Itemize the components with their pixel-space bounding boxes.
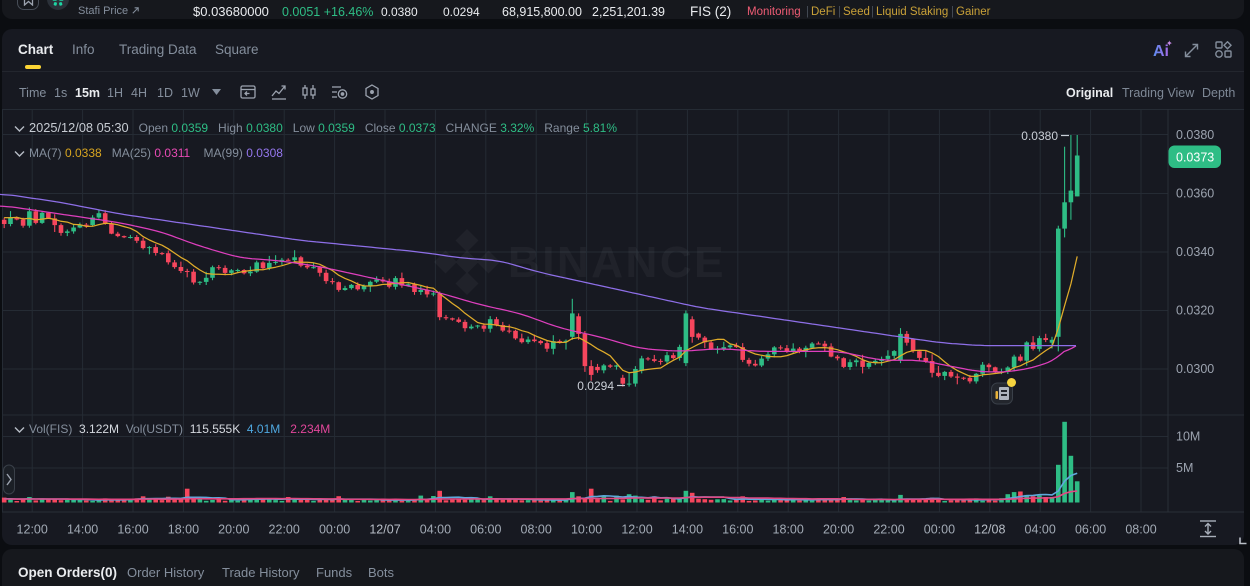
svg-text:12:00: 12:00 (621, 523, 652, 537)
svg-text:14:00: 14:00 (67, 523, 98, 537)
svg-text:18:00: 18:00 (773, 523, 804, 537)
svg-text:08:00: 08:00 (521, 523, 552, 537)
svg-text:16:00: 16:00 (722, 523, 753, 537)
svg-text:12/07: 12/07 (369, 523, 400, 537)
svg-text:04:00: 04:00 (1025, 523, 1056, 537)
svg-text:0.0320: 0.0320 (1176, 304, 1214, 318)
svg-text:00:00: 00:00 (319, 523, 350, 537)
svg-text:20:00: 20:00 (218, 523, 249, 537)
svg-text:0.0300: 0.0300 (1176, 362, 1214, 376)
svg-text:0.0380: 0.0380 (1176, 128, 1214, 142)
svg-text:5M: 5M (1176, 461, 1193, 475)
svg-text:16:00: 16:00 (117, 523, 148, 537)
svg-text:06:00: 06:00 (470, 523, 501, 537)
svg-text:00:00: 00:00 (924, 523, 955, 537)
svg-text:0.0340: 0.0340 (1176, 245, 1214, 259)
svg-text:18:00: 18:00 (168, 523, 199, 537)
svg-text:04:00: 04:00 (420, 523, 451, 537)
svg-text:08:00: 08:00 (1125, 523, 1156, 537)
svg-text:10:00: 10:00 (571, 523, 602, 537)
svg-text:12:00: 12:00 (17, 523, 48, 537)
svg-text:BINANCE: BINANCE (508, 238, 726, 287)
svg-text:0.0373: 0.0373 (1176, 151, 1214, 165)
svg-text:0.0380: 0.0380 (1021, 129, 1058, 143)
svg-text:0.0360: 0.0360 (1176, 187, 1214, 201)
svg-text:0.0294: 0.0294 (577, 379, 614, 393)
svg-text:14:00: 14:00 (672, 523, 703, 537)
svg-text:06:00: 06:00 (1075, 523, 1106, 537)
svg-text:12/08: 12/08 (974, 523, 1005, 537)
svg-text:22:00: 22:00 (873, 523, 904, 537)
svg-text:20:00: 20:00 (823, 523, 854, 537)
svg-text:22:00: 22:00 (269, 523, 300, 537)
svg-text:10M: 10M (1176, 430, 1200, 444)
